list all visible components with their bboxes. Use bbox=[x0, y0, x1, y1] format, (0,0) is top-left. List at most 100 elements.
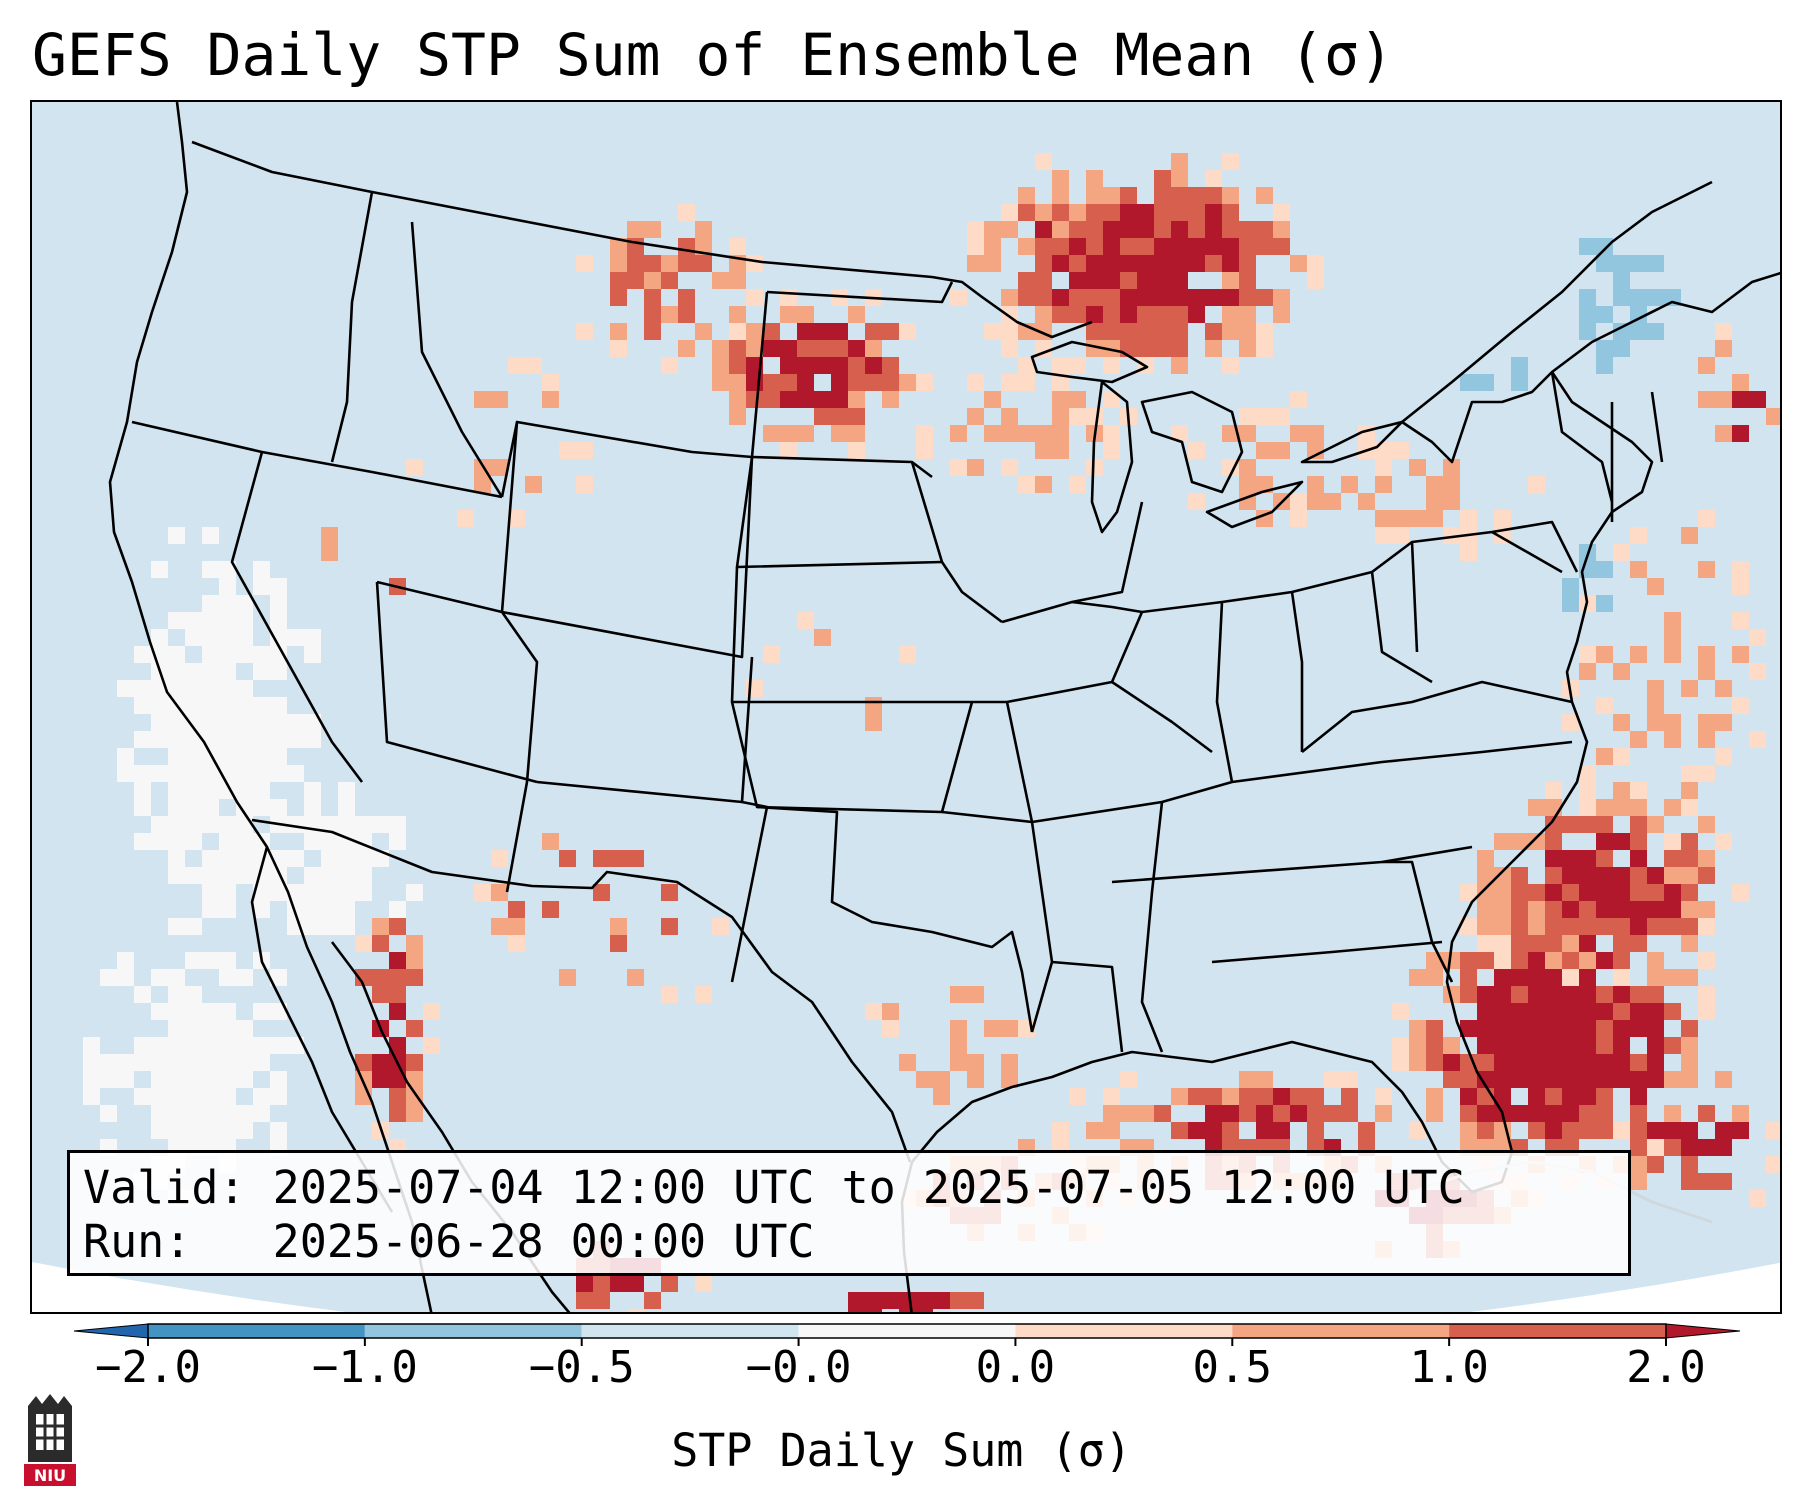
stp-cell bbox=[1732, 374, 1749, 391]
stp-cell bbox=[1256, 187, 1273, 204]
stp-cell bbox=[695, 323, 712, 340]
stp-cell bbox=[1579, 986, 1596, 1003]
stp-cell bbox=[185, 1105, 202, 1122]
stp-cell bbox=[236, 629, 253, 646]
stp-cell bbox=[1171, 357, 1188, 374]
stp-cell bbox=[1596, 748, 1613, 765]
stp-cell bbox=[1171, 1088, 1188, 1105]
stp-cell bbox=[1630, 1020, 1647, 1037]
stp-cell bbox=[389, 986, 406, 1003]
stp-cell bbox=[1137, 340, 1154, 357]
stp-cell bbox=[1443, 340, 1460, 357]
stp-cell bbox=[1647, 1139, 1664, 1156]
stp-cell bbox=[202, 884, 219, 901]
stp-cell bbox=[1596, 340, 1613, 357]
stp-cell bbox=[1086, 272, 1103, 289]
stp-cell bbox=[1494, 1054, 1511, 1071]
stp-cell bbox=[1698, 391, 1715, 408]
stp-cell bbox=[1256, 1088, 1273, 1105]
stp-cell bbox=[1664, 901, 1681, 918]
stp-cell bbox=[406, 1071, 423, 1088]
stp-cell bbox=[202, 1071, 219, 1088]
stp-cell bbox=[1647, 255, 1664, 272]
stp-cell bbox=[1562, 884, 1579, 901]
stp-cell bbox=[712, 340, 729, 357]
stp-cell bbox=[270, 612, 287, 629]
stp-cell bbox=[933, 1088, 950, 1105]
stp-cell bbox=[1001, 340, 1018, 357]
stp-cell bbox=[270, 714, 287, 731]
niu-logo-icon: NIU bbox=[24, 1394, 76, 1486]
stp-cell bbox=[1018, 425, 1035, 442]
colorbar-tick-label: 1.0 bbox=[1409, 1342, 1488, 1386]
stp-cell bbox=[236, 595, 253, 612]
stp-cell bbox=[1426, 1037, 1443, 1054]
stp-cell bbox=[168, 986, 185, 1003]
stp-cell bbox=[134, 680, 151, 697]
stp-cell bbox=[202, 646, 219, 663]
stp-cell bbox=[1630, 1122, 1647, 1139]
stp-cell bbox=[1222, 272, 1239, 289]
stp-cell bbox=[1630, 323, 1647, 340]
stp-cell bbox=[219, 1105, 236, 1122]
stp-cell bbox=[1647, 816, 1664, 833]
stp-cell bbox=[1001, 323, 1018, 340]
stp-cell bbox=[270, 731, 287, 748]
stp-cell bbox=[525, 476, 542, 493]
stp-cell bbox=[1392, 527, 1409, 544]
stp-cell bbox=[1307, 442, 1324, 459]
stp-cell bbox=[1613, 918, 1630, 935]
stp-cell bbox=[253, 697, 270, 714]
stp-cell bbox=[270, 1071, 287, 1088]
stp-cell bbox=[1137, 306, 1154, 323]
valid-time-range: 2025-07-04 12:00 UTC to 2025-07-05 12:00… bbox=[272, 1161, 1465, 1214]
stp-cell bbox=[1069, 476, 1086, 493]
stp-cell bbox=[1494, 867, 1511, 884]
colorbar-bin bbox=[1015, 1324, 1233, 1338]
stp-cell bbox=[1273, 442, 1290, 459]
stp-cell bbox=[1477, 850, 1494, 867]
stp-cell bbox=[882, 357, 899, 374]
stp-cell bbox=[746, 391, 763, 408]
stp-cell bbox=[1103, 442, 1120, 459]
stp-cell bbox=[1392, 442, 1409, 459]
stp-cell bbox=[389, 969, 406, 986]
stp-cell bbox=[185, 612, 202, 629]
stp-cell bbox=[1647, 1122, 1664, 1139]
stp-cell bbox=[1579, 884, 1596, 901]
stp-cell bbox=[1528, 1003, 1545, 1020]
stp-cell bbox=[338, 867, 355, 884]
stp-cell bbox=[1035, 442, 1052, 459]
stp-cell bbox=[134, 1037, 151, 1054]
stp-cell bbox=[185, 918, 202, 935]
stp-cell bbox=[1596, 1071, 1613, 1088]
stp-cell bbox=[1035, 340, 1052, 357]
stp-cell bbox=[1579, 1105, 1596, 1122]
stp-cell bbox=[627, 850, 644, 867]
stp-cell bbox=[1562, 1105, 1579, 1122]
stp-cell bbox=[746, 289, 763, 306]
map-canvas bbox=[32, 102, 1780, 1312]
stp-cell bbox=[678, 289, 695, 306]
stp-cell bbox=[1664, 629, 1681, 646]
stp-cell bbox=[780, 306, 797, 323]
stp-cell bbox=[372, 1054, 389, 1071]
stp-cell bbox=[848, 442, 865, 459]
stp-cell bbox=[151, 714, 168, 731]
stp-cell bbox=[1630, 867, 1647, 884]
stp-cell bbox=[1664, 731, 1681, 748]
stp-cell bbox=[1443, 1054, 1460, 1071]
stp-cell bbox=[83, 1088, 100, 1105]
stp-cell bbox=[984, 425, 1001, 442]
stp-cell bbox=[202, 901, 219, 918]
stp-cell bbox=[1018, 187, 1035, 204]
stp-cell bbox=[185, 867, 202, 884]
stp-cell bbox=[1698, 1105, 1715, 1122]
stp-cell bbox=[134, 833, 151, 850]
stp-cell bbox=[882, 1020, 899, 1037]
stp-cell bbox=[117, 1054, 134, 1071]
stp-cell bbox=[1545, 816, 1562, 833]
stp-cell bbox=[185, 833, 202, 850]
stp-cell bbox=[916, 1292, 933, 1309]
stp-cell bbox=[151, 765, 168, 782]
